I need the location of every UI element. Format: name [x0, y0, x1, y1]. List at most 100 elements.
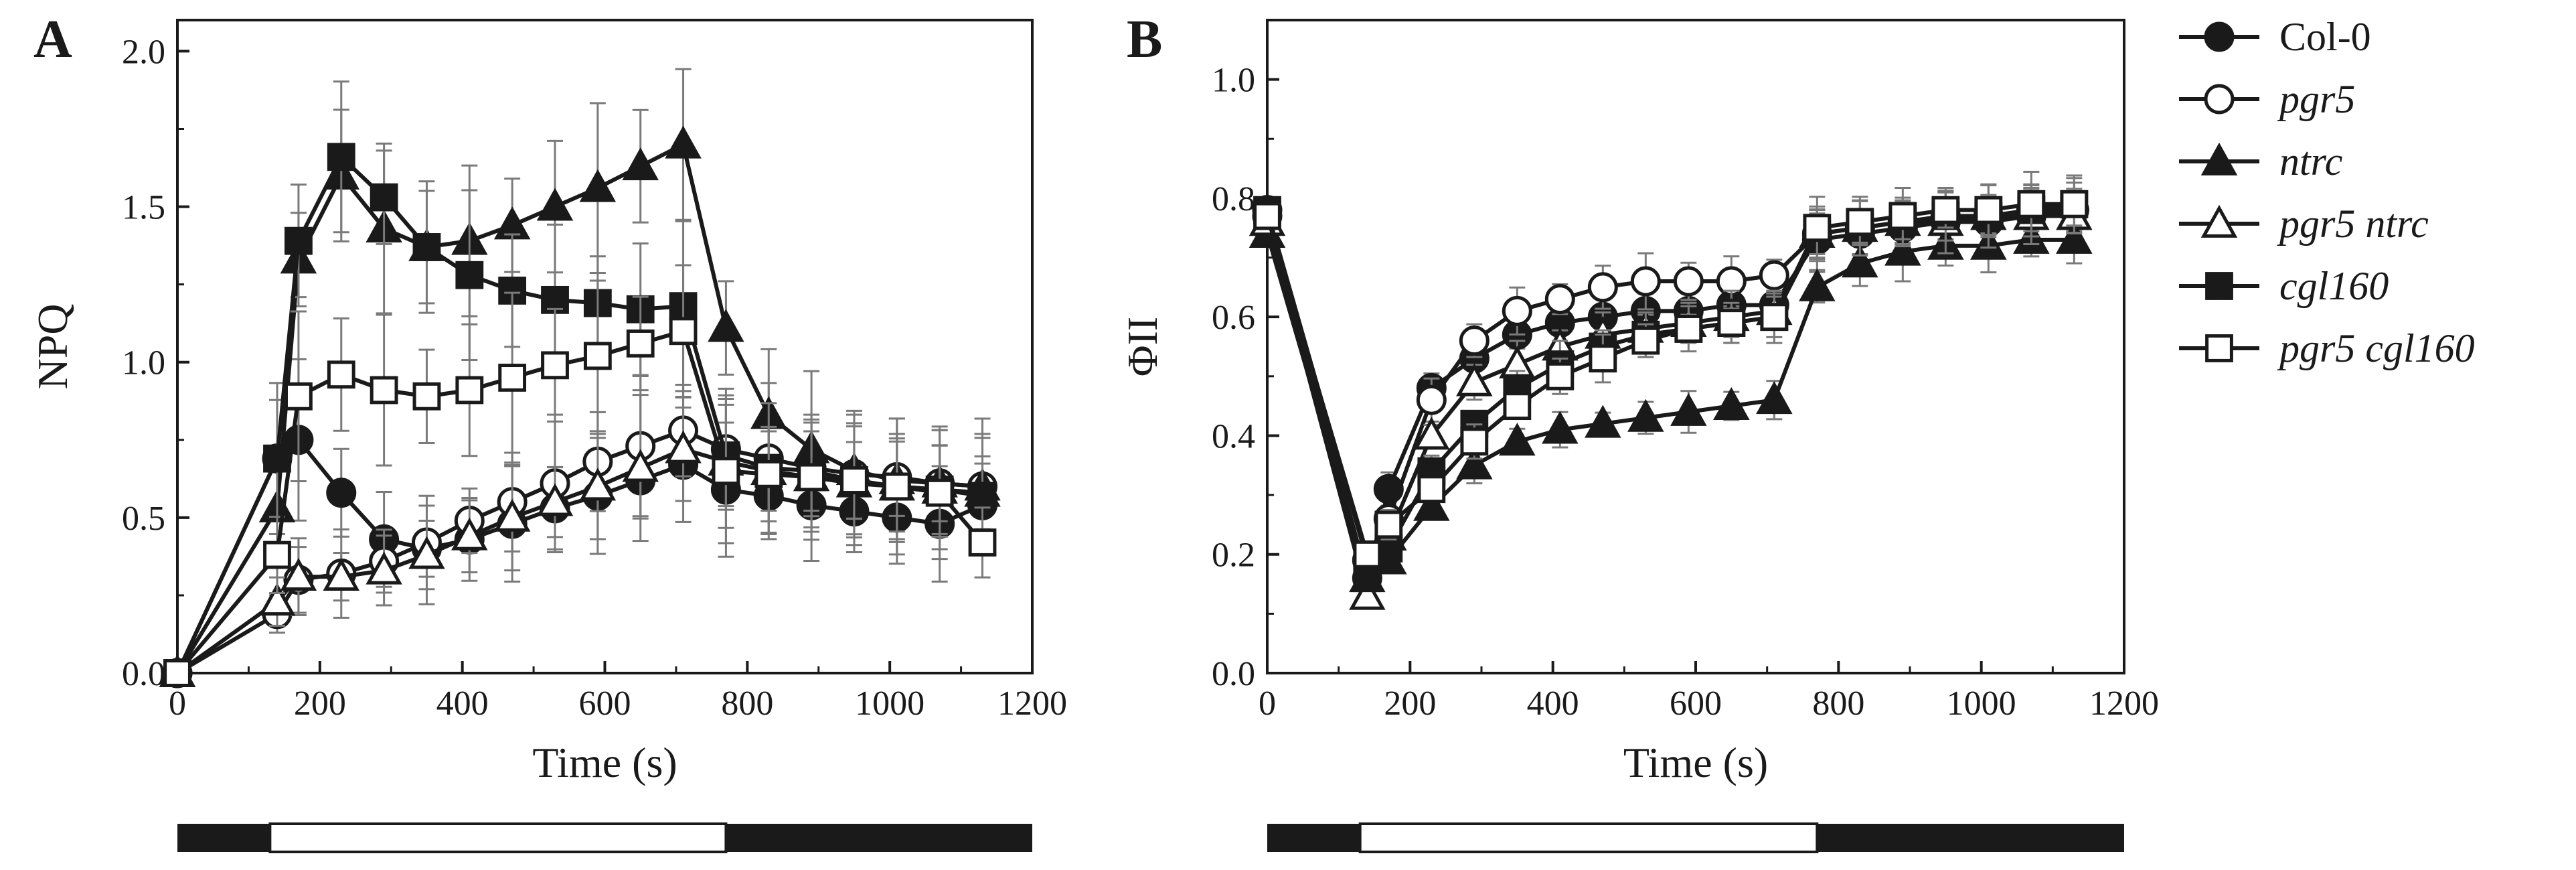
panel-b-x-tick-label: 400 [1527, 684, 1579, 723]
data-point [1630, 266, 1661, 297]
panel-a-y-tick-label: 1.5 [122, 189, 165, 227]
data-point [1846, 208, 1874, 236]
data-point [1585, 405, 1621, 438]
data-point [882, 472, 911, 501]
dark-period [1817, 824, 2124, 852]
panel-a-x-tick-label: 600 [579, 684, 631, 723]
data-point [370, 183, 398, 212]
panel-b-x-tick-label: 0 [1259, 684, 1276, 723]
data-point [708, 309, 744, 342]
data-point [1349, 577, 1386, 610]
panel-b-y-axis-label: ΦII [1119, 317, 1166, 376]
data-point [797, 463, 826, 492]
data-point [1544, 284, 1575, 315]
legend: Col-0 pgr5 ntrc pgr5 ntrc cgl160 pgr5 cgl160 [2179, 15, 2475, 370]
panel-a-x-tick-label: 1200 [997, 684, 1067, 723]
legend-marker [2204, 21, 2235, 52]
data-point [1974, 196, 2003, 224]
data-point [536, 483, 574, 516]
panel-a-y-tick-label: 2.0 [122, 33, 165, 71]
panel-a-y-tick-label: 0.0 [122, 655, 165, 693]
panel-b-x-axis-label: Time (s) [1623, 739, 1768, 786]
data-point [327, 360, 355, 389]
panel-a-npq-chart: 0 200 400 600 800 1000 1200 0.0 0.5 1.0 1.5 2.0 Time… [29, 19, 1067, 853]
data-point [455, 261, 484, 289]
data-point [622, 147, 659, 181]
panel-b-y-tick-label: 0.2 [1212, 536, 1255, 575]
legend-marker [2204, 84, 2235, 115]
data-point [258, 583, 296, 616]
legend-entry-col-0: Col-0 [2179, 15, 2371, 59]
data-point [1587, 272, 1618, 303]
panel-b-x-tick-label: 1000 [1947, 684, 2016, 723]
data-point [285, 226, 313, 255]
panel-b-phi2-chart: 0 200 400 600 800 1000 1200 0.0 0.2 0.4 0.6 0.8 1.0 T… [1119, 19, 2159, 853]
data-point [1253, 202, 1281, 230]
data-point [1456, 446, 1493, 480]
panel-b-y-tick-label: 0.4 [1212, 417, 1255, 455]
legend-entry-cgl160: cgl160 [2179, 264, 2389, 308]
data-point [1713, 386, 1750, 421]
legend-label: Col-0 [2279, 15, 2371, 59]
data-point [1803, 214, 1832, 242]
data-point [455, 376, 484, 405]
panel-a-y-tick-label: 0.5 [122, 500, 165, 538]
panel-b-series-pgr5-cgl160 [1253, 171, 2089, 569]
data-point [968, 482, 997, 510]
dark-period [177, 824, 270, 852]
data-point [263, 540, 291, 569]
data-point [626, 329, 655, 358]
legend-marker [2205, 334, 2233, 362]
data-point [669, 317, 698, 346]
legend-label: pgr5 cgl160 [2277, 326, 2475, 370]
panel-label-b: B [1127, 10, 1162, 69]
data-point [323, 557, 360, 591]
data-point [263, 444, 291, 473]
legend-marker [2205, 272, 2233, 300]
data-point [498, 364, 527, 392]
panel-a-x-axis-label: Time (s) [532, 739, 677, 786]
data-point [1842, 244, 1878, 278]
data-point [1756, 381, 1793, 415]
panel-a-light-regime-bar [177, 822, 1032, 853]
data-point [280, 557, 317, 591]
data-point [493, 498, 531, 532]
panel-a-series-pgr5-cgl160 [163, 264, 997, 687]
data-point [579, 467, 617, 501]
data-point [840, 466, 868, 495]
data-point [327, 143, 355, 171]
data-point [1931, 196, 1960, 224]
data-point [1502, 295, 1532, 326]
panel-b-y-tick-label: 1.0 [1212, 62, 1255, 100]
data-point [541, 351, 569, 380]
data-point [1673, 266, 1704, 297]
panel-b-y-tick-label: 0.6 [1212, 299, 1255, 337]
data-point [412, 233, 441, 261]
data-point [1353, 540, 1382, 569]
data-point [579, 169, 617, 202]
legend-entry-pgr5-cgl160: pgr5 cgl160 [2179, 326, 2475, 370]
panel-b-x-tick-label: 200 [1384, 684, 1436, 723]
data-point [1631, 326, 1660, 355]
data-point [1670, 392, 1707, 426]
legend-entry-ntrc: ntrc [2179, 139, 2342, 184]
data-point [2060, 190, 2089, 218]
data-point [1413, 488, 1450, 521]
data-point [925, 478, 954, 507]
data-point [968, 528, 997, 557]
panel-b-x-tick-label: 1200 [2089, 684, 2159, 723]
legend-label: ntrc [2279, 139, 2342, 184]
legend-entry-pgr5: pgr5 [2179, 77, 2355, 121]
data-point [1589, 344, 1617, 373]
panel-a-x-tick-label: 0 [169, 684, 186, 723]
legend-marker [2200, 204, 2238, 238]
data-point [1760, 303, 1789, 332]
panel-b-x-tick-label: 800 [1812, 684, 1864, 723]
data-point [163, 659, 191, 687]
data-point [1499, 423, 1536, 456]
data-point [326, 478, 357, 508]
data-point [1674, 315, 1703, 343]
light-period [268, 822, 728, 853]
panel-a-x-tick-label: 400 [436, 684, 489, 723]
